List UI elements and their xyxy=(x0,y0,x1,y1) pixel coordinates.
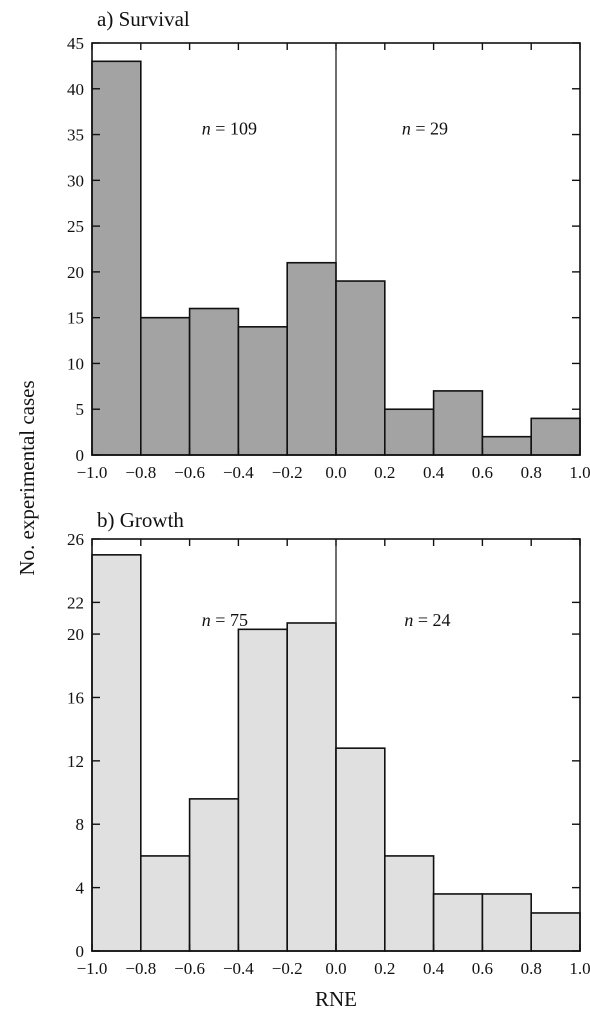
y-tick-label: 20 xyxy=(67,625,84,644)
bar-survival-6 xyxy=(383,408,435,456)
bar-growth-6 xyxy=(383,855,435,952)
bar-survival-0 xyxy=(91,60,142,456)
x-tick-label: −0.8 xyxy=(125,463,156,482)
annotation-sample-size: n = 24 xyxy=(404,610,450,630)
x-tick-label: 0.6 xyxy=(472,463,493,482)
y-tick-label: 35 xyxy=(67,126,84,145)
bar-survival-2 xyxy=(188,307,240,456)
y-tick-label: 26 xyxy=(67,530,84,549)
y-tick-label: 45 xyxy=(67,34,84,53)
bar-growth-5 xyxy=(335,747,386,952)
x-tick-label: 0.0 xyxy=(325,463,346,482)
x-tick-label: 1.0 xyxy=(569,463,590,482)
panel-survival: a) Survival −1.0 −0.8 −0.6 −0.4 −0.2 0.0 0.2 0.4… xyxy=(67,7,590,482)
x-axis-label: RNE xyxy=(315,987,357,1011)
x-tick-label: 0.8 xyxy=(521,959,542,978)
x-tick-label: 0.4 xyxy=(423,959,445,978)
bar-growth-9 xyxy=(530,912,581,952)
x-tick-label: −0.2 xyxy=(272,959,303,978)
bar-growth-3 xyxy=(237,628,288,952)
y-tick-label: 22 xyxy=(67,593,84,612)
bar-growth-7 xyxy=(432,893,484,952)
annotation-sample-size: n = 109 xyxy=(202,119,257,139)
bar-survival-4 xyxy=(286,261,337,456)
x-tick-label: −0.2 xyxy=(272,463,303,482)
y-tick-label: 15 xyxy=(67,309,84,328)
x-tick-label: 0.0 xyxy=(325,959,346,978)
y-tick-label: 4 xyxy=(76,879,85,898)
bar-survival-9 xyxy=(530,417,581,456)
y-tick-label: 25 xyxy=(67,217,84,236)
y-tick-label: 16 xyxy=(67,688,84,707)
bar-survival-7 xyxy=(432,390,484,456)
bar-growth-1 xyxy=(140,855,191,952)
x-tick-label: −1.0 xyxy=(77,959,108,978)
y-tick-label: 10 xyxy=(67,354,84,373)
x-tick-label: −0.8 xyxy=(125,959,156,978)
x-tick-label: 0.2 xyxy=(374,463,395,482)
y-tick-label: 8 xyxy=(76,815,85,834)
y-tick-label: 30 xyxy=(67,171,84,190)
x-tick-label: 0.6 xyxy=(472,959,493,978)
panel-title-growth: b) Growth xyxy=(97,508,184,532)
bar-growth-8 xyxy=(481,893,532,952)
x-tick-label: −0.4 xyxy=(223,463,254,482)
y-tick-label: 0 xyxy=(76,942,85,961)
x-tick-label: 1.0 xyxy=(569,959,590,978)
x-tick-label: 0.2 xyxy=(374,959,395,978)
panel-growth: b) Growth −1.0 −0.8 −0.6 −0.4 −0.2 0.0 0.2 0.4 0.… xyxy=(67,508,590,978)
bar-growth-4 xyxy=(286,622,337,952)
x-tick-label: −1.0 xyxy=(77,463,108,482)
x-tick-label: 0.8 xyxy=(521,463,542,482)
x-tick-label: −0.6 xyxy=(174,463,205,482)
bar-survival-1 xyxy=(140,316,191,456)
annotation-sample-size: n = 29 xyxy=(402,119,448,139)
x-tick-label: 0.4 xyxy=(423,463,445,482)
panel-title-survival: a) Survival xyxy=(97,7,190,31)
bar-survival-8 xyxy=(481,435,532,456)
y-tick-label: 5 xyxy=(76,400,85,419)
bar-growth-2 xyxy=(188,798,240,952)
bar-growth-0 xyxy=(91,554,142,952)
bar-survival-5 xyxy=(335,280,386,456)
y-tick-label: 40 xyxy=(67,80,84,99)
x-tick-label: −0.6 xyxy=(174,959,205,978)
y-tick-label: 0 xyxy=(76,446,85,465)
x-tick-label: −0.4 xyxy=(223,959,254,978)
y-tick-label: 12 xyxy=(67,752,84,771)
y-tick-label: 20 xyxy=(67,263,84,282)
y-axis-label: No. experimental cases xyxy=(15,380,39,575)
bar-survival-3 xyxy=(237,326,288,456)
annotation-sample-size: n = 75 xyxy=(202,610,248,630)
